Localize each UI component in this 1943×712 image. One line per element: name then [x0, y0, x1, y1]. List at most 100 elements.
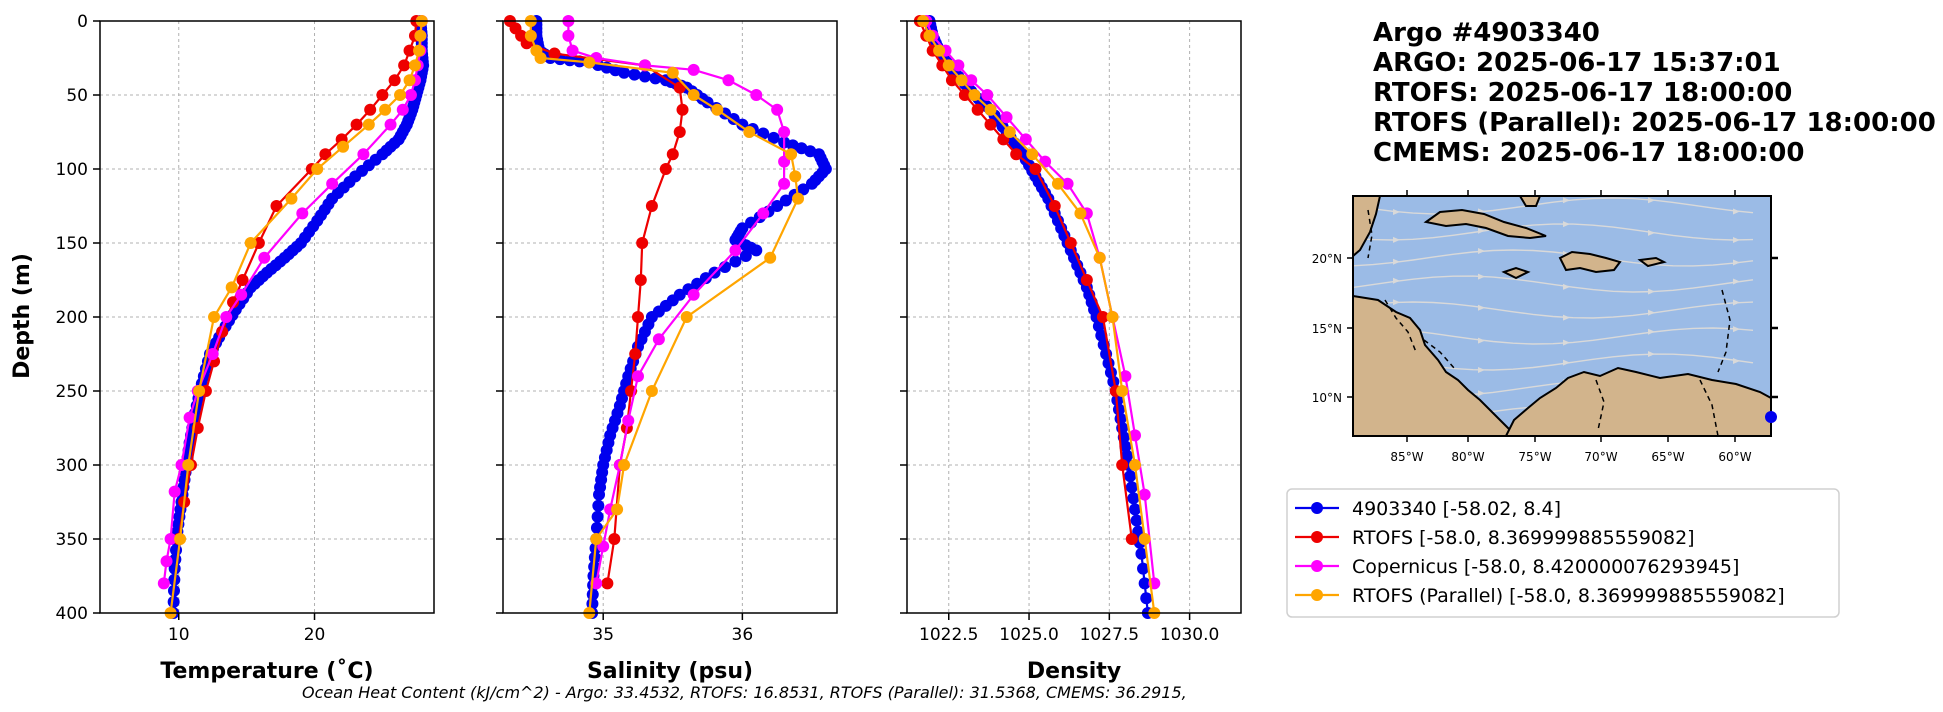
map-stream-arrow — [1648, 351, 1655, 358]
map-land-puerto-rico — [1637, 256, 1667, 268]
map-stream-arrow — [1478, 248, 1485, 255]
header-line-cmems-time: CMEMS: 2025-06-17 18:00:00 — [1373, 138, 1804, 168]
density-point-argo — [1137, 562, 1150, 575]
salinity-point-parallel — [583, 56, 596, 69]
temperature-line-copernicus — [162, 20, 423, 584]
salinity-series-parallel — [524, 15, 805, 619]
map-stream-arrow — [1478, 390, 1485, 397]
temperature-point-argo — [265, 262, 278, 275]
density-point-parallel — [1003, 126, 1016, 138]
salinity-point-parallel — [666, 66, 679, 79]
map-stream-arrow — [1648, 197, 1655, 204]
density-point-argo — [1125, 481, 1138, 494]
temperature-panel: 10 20050100150200250300350400Temperature … — [56, 12, 435, 684]
temperature-point-copernicus — [220, 311, 233, 323]
map-stream-arrow — [1733, 259, 1740, 266]
map-stream-arrow — [1563, 314, 1570, 321]
temperature-point-parallel — [311, 163, 324, 175]
salinity-xtick-label: 36 — [732, 625, 754, 645]
temperature-point-copernicus — [164, 533, 177, 545]
salinity-point-parallel — [645, 385, 658, 397]
salinity-point-rtofs — [634, 274, 647, 286]
density-point-argo — [1112, 403, 1125, 416]
map-stream-arrow — [1648, 328, 1655, 335]
density-point-argo — [1127, 492, 1140, 505]
density-point-argo — [1088, 303, 1101, 316]
density-point-argo — [1092, 320, 1105, 333]
temperature-point-argo — [282, 248, 295, 261]
map-stream-arrow — [1478, 337, 1485, 344]
salinity-point-copernicus — [771, 103, 784, 116]
density-point-copernicus — [1138, 488, 1151, 501]
salinity-grid — [503, 20, 837, 614]
density-point-rtofs — [1010, 148, 1023, 161]
density-point-rtofs — [1048, 200, 1061, 212]
temperature-line-rtofs — [177, 20, 418, 540]
inset-map: 85°W 80°W 75°W 70°W 65°W 60°W 20°N 15°N 10°N — [1312, 190, 1778, 464]
salinity-point-copernicus — [652, 333, 665, 346]
temperature-point-argo — [331, 187, 344, 200]
density-point-parallel — [955, 74, 968, 87]
map-land-jamaica — [1501, 266, 1531, 280]
density-x-axis-label: Density — [1027, 659, 1121, 684]
map-lon-label: 70°W — [1584, 450, 1617, 464]
salinity-point-parallel — [711, 103, 724, 116]
density-point-rtofs — [1116, 459, 1129, 471]
temperature-series-copernicus — [157, 15, 428, 590]
legend-label-rtofs: RTOFS [-58.0, 8.369999885559082] — [1352, 527, 1695, 549]
salinity-point-rtofs — [666, 148, 679, 161]
map-frame — [1352, 195, 1772, 437]
map-stream-arrow — [1563, 221, 1570, 228]
map-lon-label: 75°W — [1518, 450, 1551, 464]
density-point-parallel — [1074, 207, 1087, 220]
density-point-copernicus — [1119, 370, 1132, 383]
temperature-point-copernicus — [235, 288, 248, 301]
salinity-point-parallel — [611, 503, 624, 516]
density-point-parallel — [968, 89, 981, 101]
salinity-point-argo — [757, 127, 770, 140]
salinity-point-rtofs — [659, 163, 672, 175]
density-point-argo — [1124, 470, 1137, 483]
temperature-point-copernicus — [206, 348, 219, 360]
density-xtick-label: 1027.5 — [1080, 625, 1139, 645]
salinity-point-copernicus — [566, 44, 579, 57]
legend-label-argo: 4903340 [-58.02, 8.4] — [1352, 498, 1561, 520]
temperature-point-copernicus — [404, 89, 417, 101]
temperature-point-parallel — [285, 192, 298, 205]
legend-marker-copernicus — [1311, 560, 1323, 572]
density-point-parallel — [1051, 177, 1064, 190]
temperature-point-parallel — [394, 89, 407, 101]
temperature-ytick-label: 350 — [56, 530, 88, 550]
salinity-point-argo — [779, 194, 792, 207]
map-land-cuba — [1423, 208, 1547, 240]
header-block: Argo #4903340 ARGO: 2025-06-17 15:37:01 … — [1373, 18, 1936, 168]
density-xtick-label: 1030.0 — [1160, 625, 1219, 645]
salinity-point-argo — [598, 451, 611, 464]
density-line-rtofs — [918, 20, 1133, 540]
temperature-point-copernicus — [160, 555, 173, 568]
salinity-point-parallel — [590, 533, 603, 545]
density-point-copernicus — [1019, 133, 1032, 146]
temperature-point-copernicus — [168, 485, 181, 498]
map-stream-arrow — [1733, 278, 1740, 285]
salinity-point-rtofs — [548, 47, 561, 60]
temperature-point-parallel — [193, 385, 206, 397]
temperature-point-rtofs — [376, 89, 389, 101]
salinity-point-rtofs — [636, 237, 649, 249]
density-point-argo — [1039, 187, 1052, 200]
density-series-parallel — [917, 15, 1161, 619]
map-stream-arrow — [1733, 357, 1740, 364]
density-point-argo — [1114, 412, 1127, 425]
salinity-point-argo — [615, 392, 628, 405]
salinity-point-parallel — [524, 29, 537, 42]
map-streamline — [1353, 301, 1754, 319]
salinity-point-parallel — [534, 52, 547, 64]
salinity-point-copernicus — [778, 126, 791, 138]
salinity-point-rtofs — [673, 126, 686, 138]
map-lon-label: 65°W — [1651, 450, 1684, 464]
temperature-point-rtofs — [319, 148, 332, 161]
map-stream-arrow — [1478, 304, 1485, 311]
density-xtick-label: 1025.0 — [999, 625, 1058, 645]
density-point-parallel — [984, 103, 997, 116]
density-point-copernicus — [981, 89, 994, 101]
